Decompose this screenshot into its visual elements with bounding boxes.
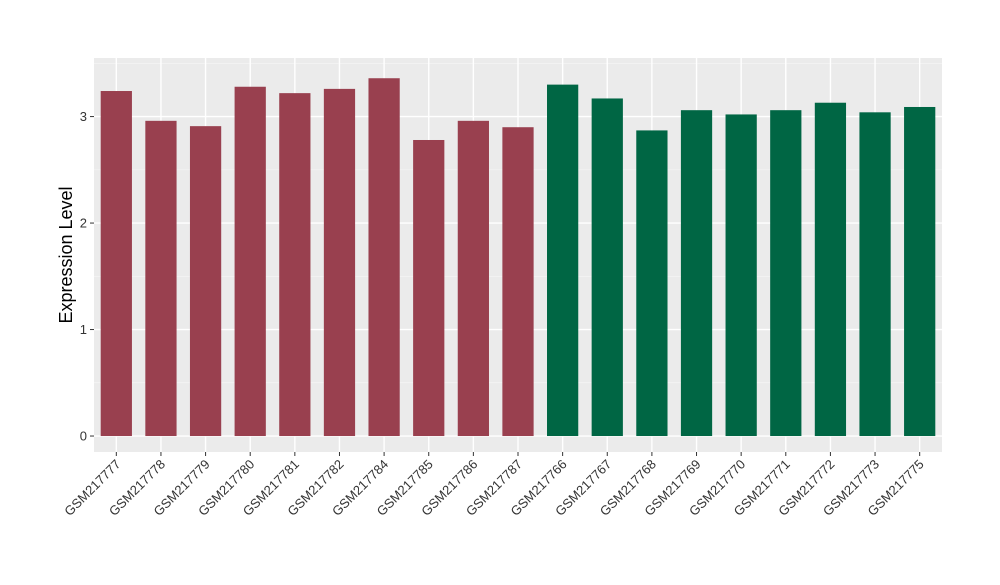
bar [904, 106, 936, 437]
bar [859, 112, 891, 437]
bars [100, 78, 936, 437]
bar [547, 84, 579, 437]
bar [145, 120, 177, 437]
y-axis-title: Expression Level [56, 186, 76, 323]
bar [814, 102, 847, 437]
y-tick-label: 3 [80, 109, 87, 124]
bar [323, 88, 356, 437]
bar [457, 120, 489, 437]
bar [413, 139, 445, 437]
bar [279, 93, 311, 437]
bar [636, 130, 668, 437]
bar [591, 98, 623, 437]
bar [502, 127, 534, 437]
bar [725, 114, 757, 437]
bar [368, 78, 400, 437]
y-axis: 0 1 2 3 [80, 109, 94, 444]
y-tick-label: 0 [80, 429, 87, 444]
bar [234, 86, 266, 437]
y-tick-label: 1 [80, 322, 87, 337]
bar [189, 126, 222, 437]
bar [680, 110, 713, 437]
x-axis: GSM217777GSM217778GSM217779GSM217780GSM2… [61, 452, 927, 519]
bar [770, 110, 802, 437]
bar [100, 91, 132, 437]
y-tick-label: 2 [80, 216, 87, 231]
